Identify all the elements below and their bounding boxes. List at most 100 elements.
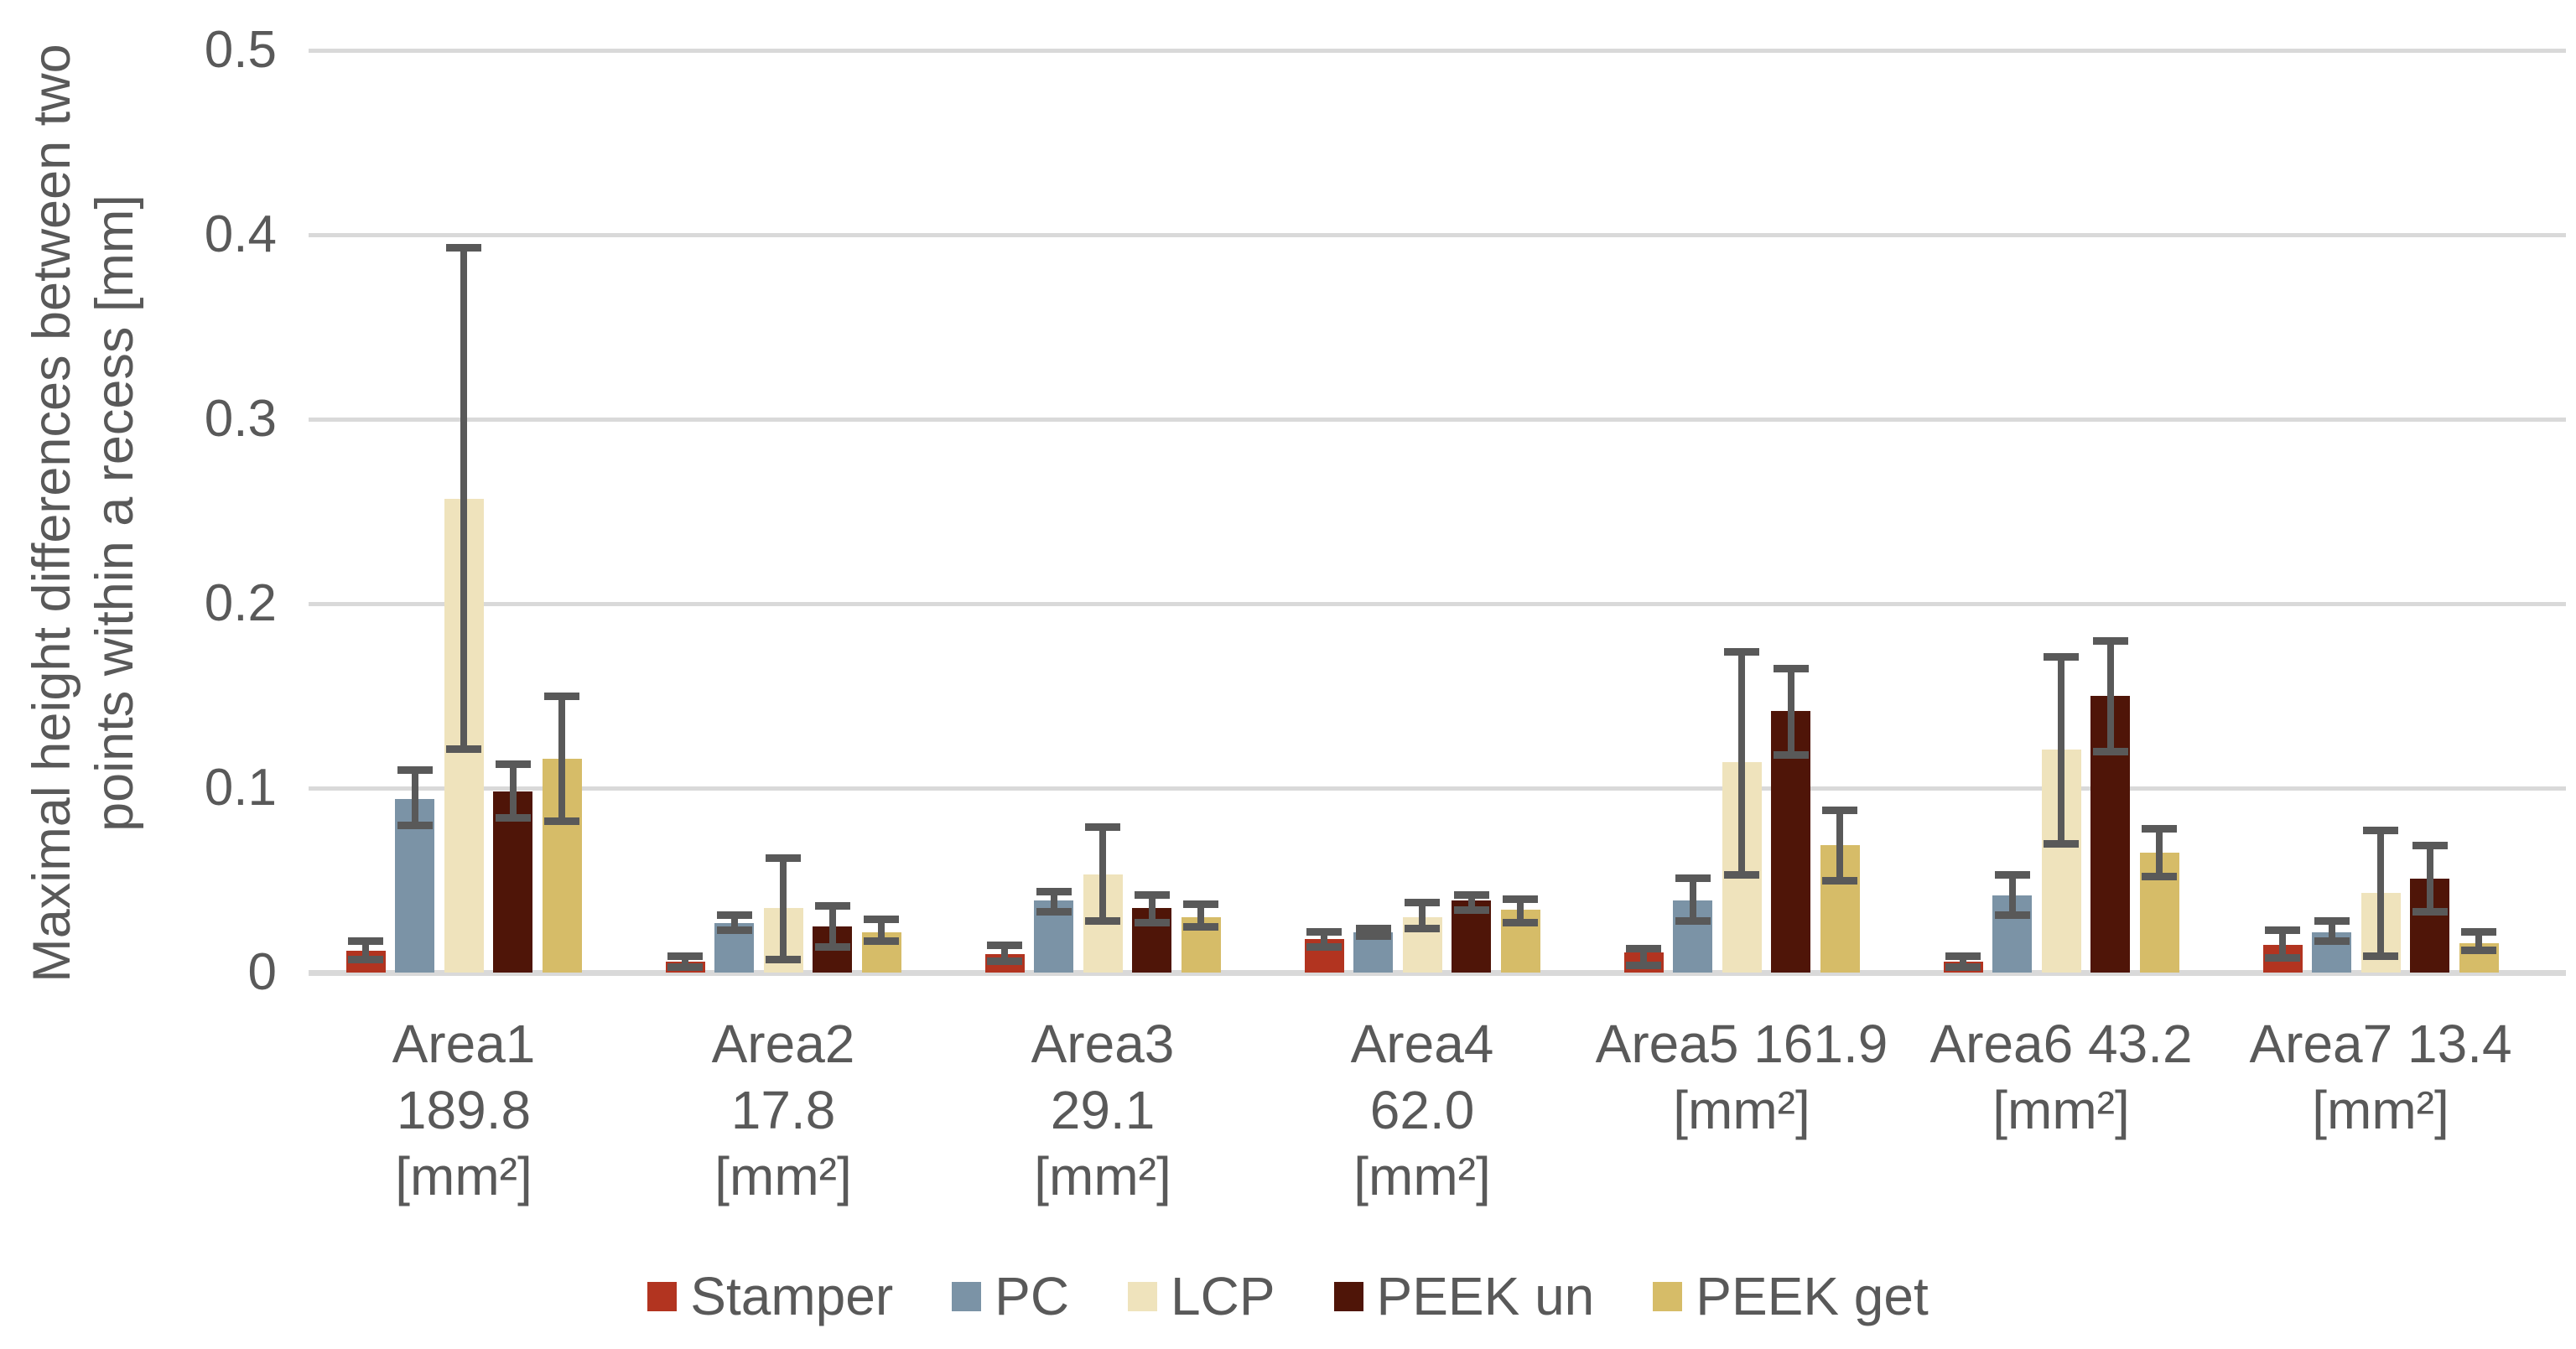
legend-label: PEEK get (1696, 1266, 1929, 1326)
error-bar-cap-bottom (1036, 907, 1072, 916)
error-bar (509, 764, 517, 818)
error-bar-cap-top (2092, 636, 2128, 645)
error-bar (558, 696, 565, 822)
error-bar-cap-bottom (1994, 911, 2030, 920)
error-bar (460, 247, 467, 750)
error-bar (1050, 891, 1057, 912)
error-bar-cap-top (1994, 870, 2030, 879)
error-bar-cap-top (1724, 647, 1759, 656)
error-bar-cap-bottom (2363, 952, 2398, 960)
error-bar-cap-top (987, 941, 1022, 949)
error-bar-cap-top (1036, 887, 1072, 895)
legend-swatch (1128, 1281, 1158, 1311)
error-bar-cap-top (1306, 928, 1342, 937)
error-bar-cap-top (766, 854, 801, 863)
error-bar (1640, 948, 1647, 966)
legend-label: Stamper (690, 1266, 894, 1326)
error-bar (730, 915, 738, 931)
y-tick-label: 0.3 (204, 390, 277, 448)
gridline (309, 48, 2566, 53)
gridline (309, 601, 2566, 606)
error-bar-cap-top (1626, 944, 1661, 952)
legend: Stamper PC LCP PEEK un PEEK get (0, 1254, 2576, 1338)
error-bar (1001, 945, 1008, 962)
error-bar (1517, 899, 1524, 923)
error-bar (2008, 874, 2016, 916)
error-bar-cap-top (1134, 891, 1170, 900)
category-label: Area3 29.1 [mm²] (1031, 1014, 1175, 1206)
error-bar (2377, 830, 2384, 957)
error-bar (1960, 956, 1966, 968)
error-bar-cap-top (864, 915, 899, 923)
error-bar (2328, 921, 2335, 942)
error-bar-cap-top (544, 692, 579, 700)
error-bar (2475, 931, 2482, 951)
error-bar-cap-bottom (667, 962, 703, 971)
legend-label: PC (995, 1266, 1070, 1326)
error-bar-cap-bottom (1134, 919, 1170, 927)
error-bar (1689, 878, 1696, 921)
error-bar (1467, 895, 1475, 911)
error-bar-cap-bottom (2314, 937, 2350, 946)
error-bar-cap-bottom (987, 957, 1022, 966)
bar (493, 791, 532, 973)
error-bar-cap-top (495, 760, 531, 768)
error-bar-cap-top (348, 937, 383, 946)
error-bar (2156, 828, 2163, 877)
gridline (309, 969, 2566, 976)
error-bar-cap-top (1355, 924, 1391, 932)
error-bar-cap-bottom (716, 926, 752, 934)
error-bar (1197, 904, 1204, 926)
error-bar (411, 770, 418, 825)
error-bar-cap-bottom (1822, 876, 1857, 885)
error-bar-cap-top (397, 765, 433, 774)
y-tick-label: 0 (247, 943, 277, 1001)
error-bar-cap-bottom (2265, 953, 2300, 962)
error-bar (1836, 810, 1843, 880)
error-bar-cap-top (1503, 895, 1538, 903)
gridline (309, 786, 2566, 791)
error-bar-cap-bottom (2412, 907, 2448, 916)
error-bar-cap-bottom (2142, 873, 2177, 881)
error-bar (878, 919, 885, 942)
legend-swatch (952, 1281, 982, 1311)
error-bar-cap-bottom (1183, 922, 1218, 931)
category-label: Area6 43.2 [mm²] (1929, 1014, 2193, 1140)
error-bar-cap-top (1085, 822, 1120, 831)
error-bar-cap-bottom (1773, 750, 1809, 759)
error-bar-cap-top (2412, 841, 2448, 849)
legend-item: PC (952, 1267, 1069, 1326)
error-bar-cap-bottom (2461, 947, 2496, 955)
legend-swatch (1333, 1281, 1363, 1311)
legend-item: PEEK un (1333, 1267, 1594, 1326)
error-bar (2426, 845, 2433, 912)
error-bar (682, 956, 688, 968)
category-label: Area5 161.9 [mm²] (1595, 1014, 1888, 1140)
error-bar-cap-top (2363, 827, 2398, 835)
error-bar (1099, 827, 1106, 921)
error-bar (2279, 930, 2286, 958)
error-bar-cap-bottom (1675, 916, 1711, 925)
error-bar-cap-top (1945, 952, 1981, 960)
error-bar-cap-top (1675, 874, 1711, 883)
error-bar (780, 858, 787, 960)
error-bar-cap-top (446, 243, 481, 252)
error-bar (1321, 931, 1327, 947)
error-bar (1738, 651, 1745, 875)
error-bar-cap-bottom (1945, 962, 1981, 971)
error-bar-cap-bottom (864, 937, 899, 946)
error-bar-cap-top (2265, 926, 2300, 934)
legend-label: LCP (1171, 1266, 1275, 1326)
error-bar-cap-top (1183, 900, 1218, 909)
error-bar-cap-bottom (1503, 919, 1538, 927)
error-bar-cap-bottom (544, 817, 579, 826)
error-bar-cap-top (2142, 824, 2177, 833)
error-bar-cap-top (1822, 806, 1857, 814)
error-bar (1419, 902, 1426, 929)
category-label: Area2 17.8 [mm²] (711, 1014, 855, 1206)
legend-swatch (647, 1281, 678, 1311)
error-bar-cap-bottom (348, 956, 383, 964)
category-label: Area1 189.8 [mm²] (392, 1014, 536, 1206)
error-bar-cap-bottom (397, 821, 433, 829)
